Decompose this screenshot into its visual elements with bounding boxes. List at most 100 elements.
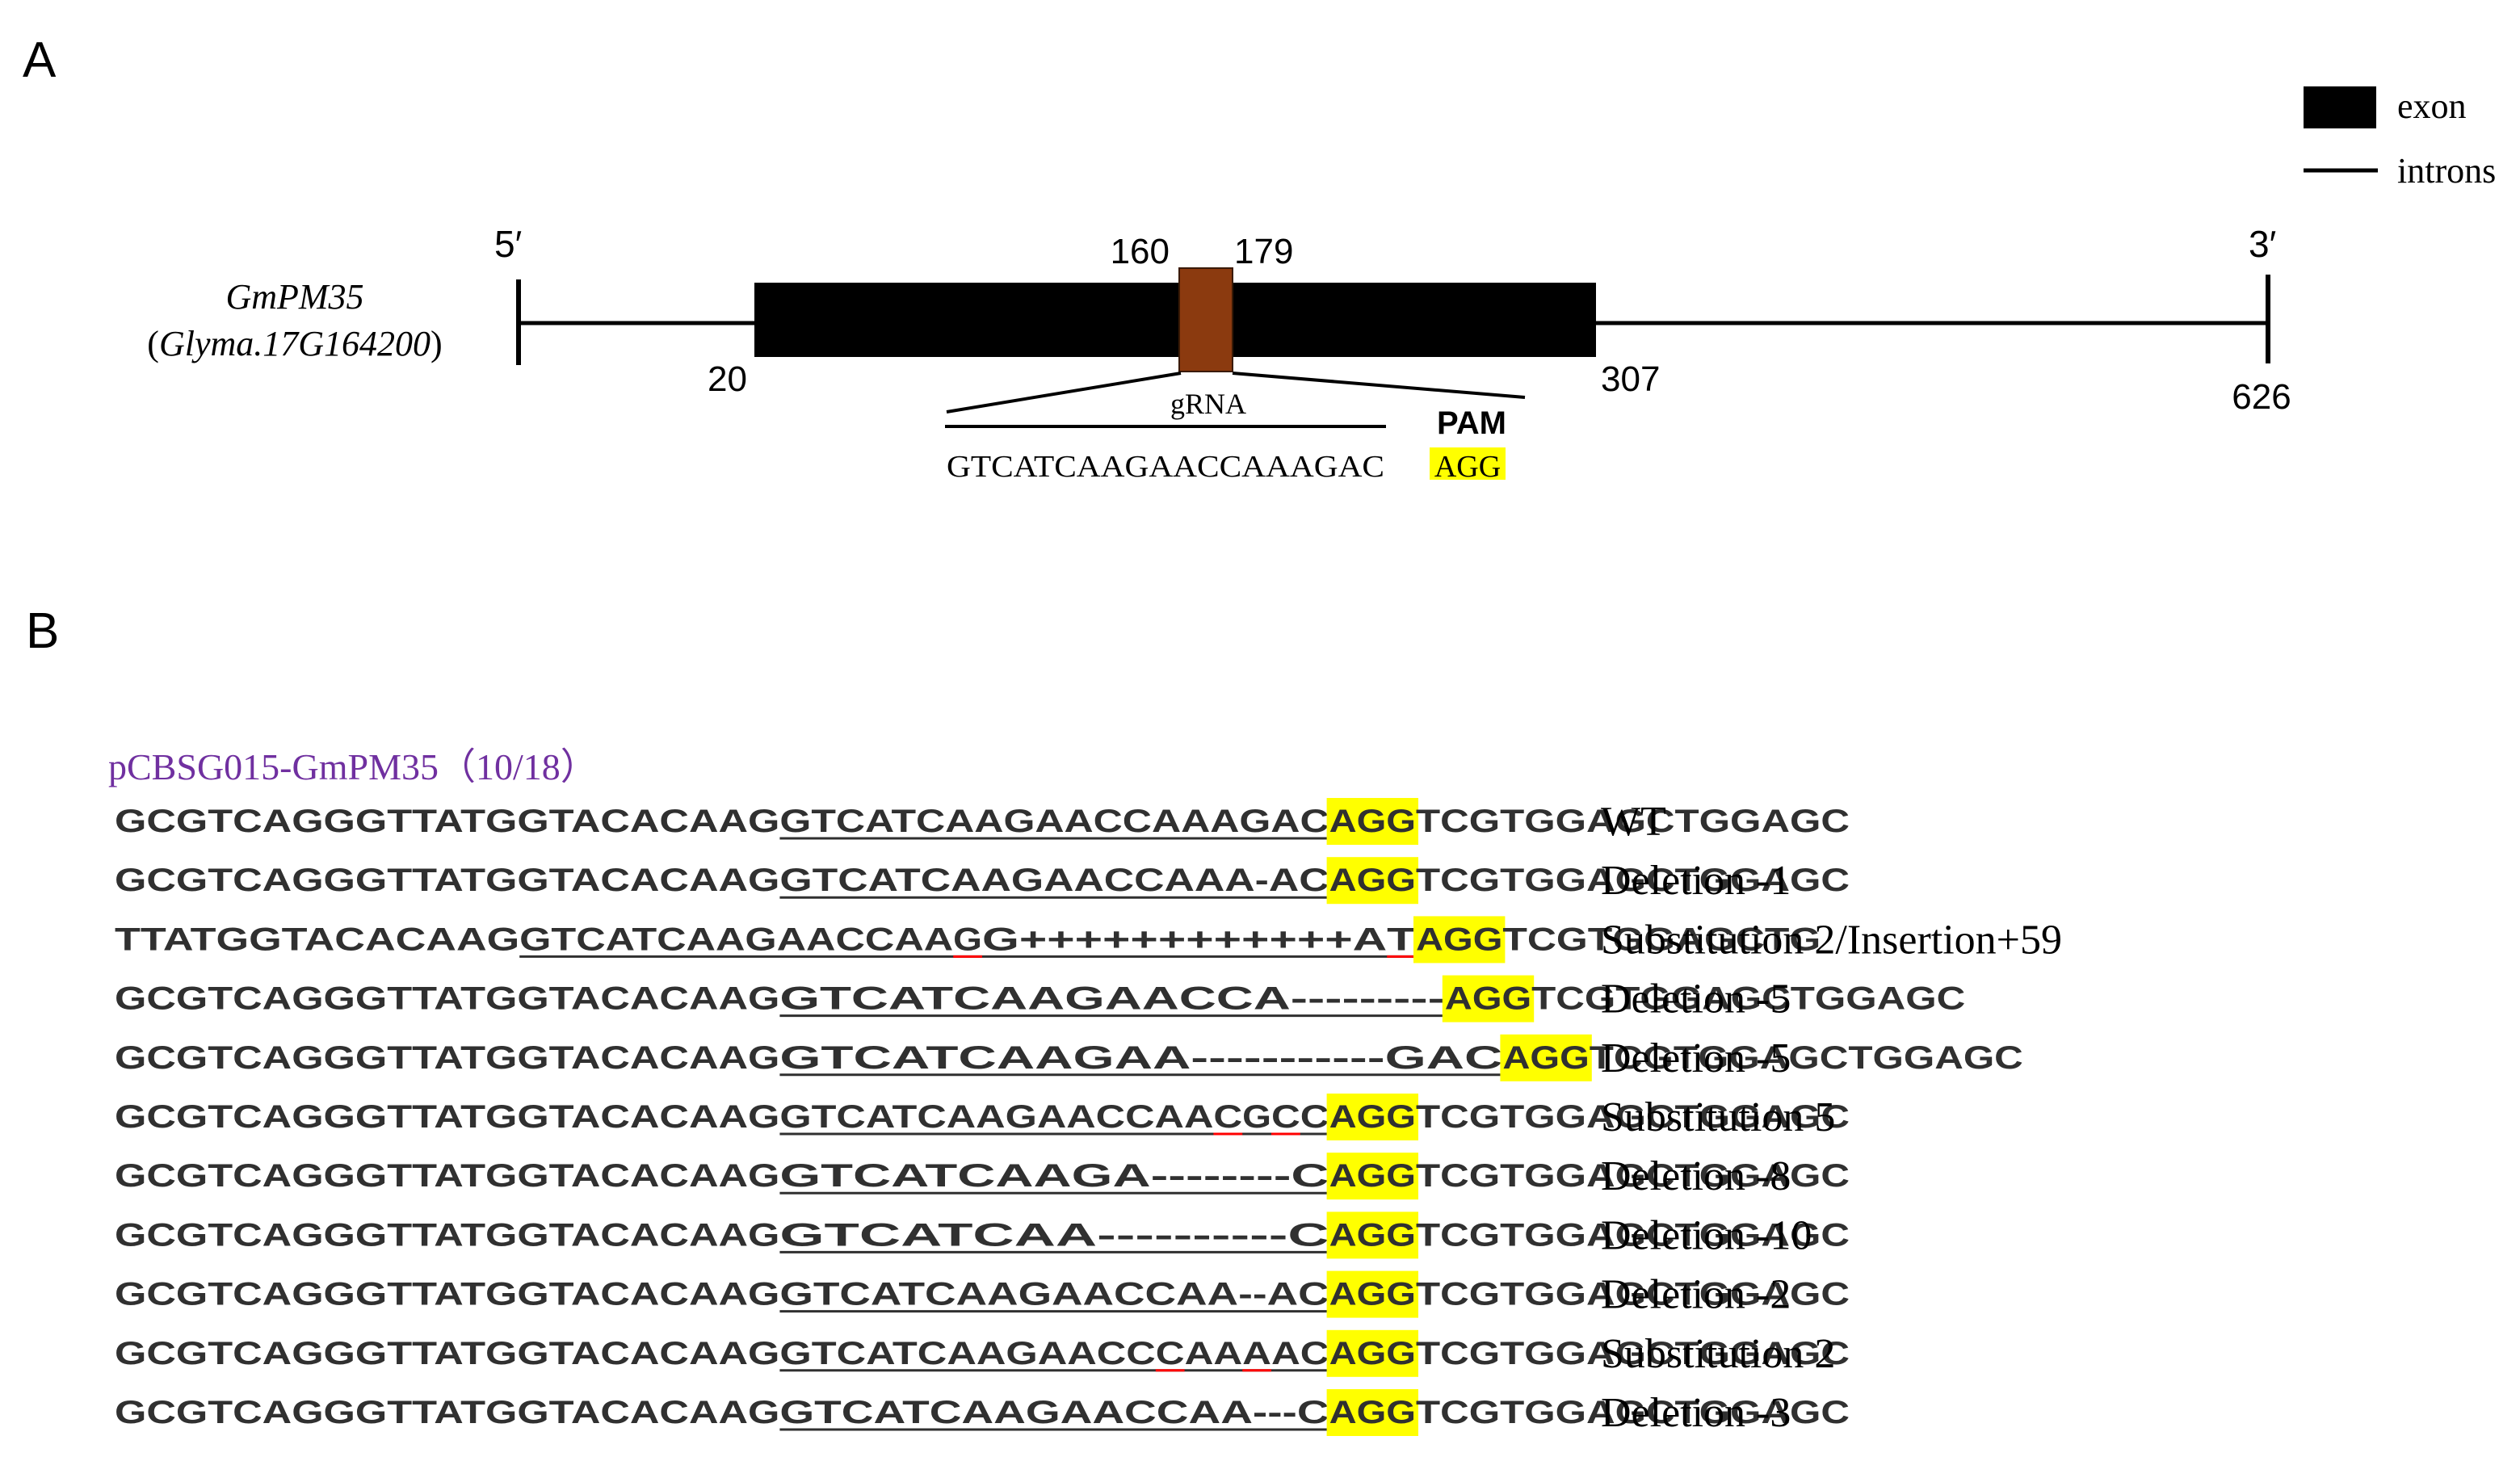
mutation-label: Deletion -1 (1601, 858, 1791, 904)
sequence-prefix: GCGTCAGGGTTATGGTACACAAG (115, 863, 779, 898)
alignment-row: GCGTCAGGGTTATGGTACACAAG GTCATCAAGAACCAA C G… (115, 1094, 1850, 1140)
mutation-label: Deletion -10 (1601, 1212, 1812, 1258)
mutation-label: Deletion -2 (1601, 1272, 1791, 1318)
pam-highlight-box (1326, 1329, 1418, 1377)
sequence-prefix: GCGTCAGGGTTATGGTACACAAG (115, 1277, 779, 1312)
sequence-prefix: GCGTCAGGGTTATGGTACACAAG (115, 981, 779, 1017)
panel-b-label: B (26, 603, 59, 659)
position-20: 20 (708, 359, 747, 399)
sequence-suffix: TCGTGGAGCTGGAGC (1416, 1217, 1850, 1253)
sequence-suffix: TCGTGGAGCTGGAGC (1416, 1158, 1850, 1194)
target-segment: GTCATCAAGAACC (779, 1336, 1155, 1371)
mutation-label: Substitution 5 (1601, 1094, 1835, 1140)
sequence-prefix: GCGTCAGGGTTATGGTACACAAG (115, 1395, 779, 1430)
grna-label: gRNA (1170, 388, 1246, 420)
mutated-base: G (953, 922, 982, 957)
pam-highlight-box (1500, 1034, 1592, 1081)
sequence-suffix: TCGTGGAGCTGGAGC (1416, 1336, 1850, 1371)
sequence-suffix: TCGTGGAGCTGGAGC (1416, 1395, 1850, 1430)
grna-sequence: GTCATCAAGAACCAAAGAC (947, 450, 1384, 484)
gene-id: Glyma.17G164200 (159, 324, 430, 363)
sequence-suffix: TCGTGGAGCTGGAGC (1416, 863, 1850, 898)
target-segment: GTCATCAAGAACCAAA-AC (779, 863, 1329, 898)
target-segment: GTCATCAAGAACCAA (779, 1099, 1213, 1135)
mutation-label: Deletion -3 (1601, 1390, 1791, 1436)
alignment-row: GCGTCAGGGTTATGGTACACAAG GTCATCAAGAACC C AA A… (115, 1329, 1850, 1377)
pam-highlight-box (1326, 1270, 1418, 1318)
mutation-label: Substitution 2/Insertion+59 (1601, 917, 2062, 963)
pam-bases: AGG (1329, 1099, 1416, 1135)
mutated-base: C (1271, 1099, 1300, 1135)
exon-block (754, 283, 1596, 357)
pam-bases: AGG (1329, 1217, 1416, 1253)
pam-bases: AGG (1329, 804, 1416, 839)
sequence-suffix: TCGTGGAGCTGGAGC (1590, 1040, 2023, 1076)
legend-exon-label: exon (2397, 86, 2467, 126)
pam-highlight-box (1326, 798, 1418, 845)
pam-highlight-box (1326, 1153, 1418, 1200)
sequence-suffix: TCGTGGAGCTGGAGC (1416, 804, 1850, 839)
pam-highlight-box (1326, 1389, 1418, 1436)
sequence-suffix: TCGTGGAGCTG (1502, 922, 1821, 957)
position-307: 307 (1601, 359, 1660, 399)
gene-id-close: ) (430, 324, 443, 363)
mutation-label: Deletion -8 (1601, 1153, 1791, 1199)
target-segment: G++++++++++++A (982, 922, 1387, 957)
target-segment: GTCATCAAGAA-----------GAC (779, 1040, 1502, 1076)
pam-bases: AGG (1329, 863, 1416, 898)
target-segment: GTCATCAAGAACCAA (519, 922, 953, 957)
mutation-label: Substitution 2 (1601, 1331, 1835, 1377)
pam-bases: AGG (1416, 922, 1502, 957)
sequence-prefix: GCGTCAGGGTTATGGTACACAAG (115, 804, 779, 839)
target-segment: GTCATCAAGA--------C (779, 1158, 1329, 1194)
mutation-label: Deletion -5 (1601, 976, 1791, 1022)
target-segment: GTCATCAAGAACCAA---C (779, 1395, 1329, 1430)
target-segment: GTCATCAAGAACCAA--AC (779, 1277, 1329, 1312)
pam-bases: AGG (1329, 1158, 1416, 1194)
mutated-base: C (1213, 1099, 1242, 1135)
grna-target-box (1178, 267, 1233, 372)
gene-id-line: (Glyma.17G164200) (147, 324, 442, 363)
alignment-row: GCGTCAGGGTTATGGTACACAAG GTCATCAA---------… (115, 1211, 1850, 1259)
mutated-base: T (1387, 922, 1416, 957)
alignment-row: GCGTCAGGGTTATGGTACACAAG GTCATCAAGAACCAA--… (115, 1389, 1850, 1436)
pam-bases: AGG (1329, 1336, 1416, 1371)
panel-a-label: A (23, 32, 57, 88)
pam-bases: AGG (1502, 1040, 1589, 1076)
target-segment: AC (1271, 1336, 1329, 1371)
sequence-prefix: TTATGGTACACAAG (115, 922, 519, 957)
zoom-line-right (1232, 372, 1526, 399)
sequence-suffix: TCGTGGAGCTGGAGC (1416, 1277, 1850, 1312)
alignment-row: GCGTCAGGGTTATGGTACACAAG GTCATCAAGAACCAA--… (115, 1270, 1850, 1318)
zoom-line-left (946, 372, 1182, 414)
alignment-row: GCGTCAGGGTTATGGTACACAAG GTCATCAAGAACCAAA-… (115, 857, 1850, 905)
pam-highlight-box (1326, 1211, 1418, 1259)
construct-label: pCBSG015-GmPM35（10/18） (108, 746, 598, 787)
pam-highlight-box (1413, 916, 1506, 964)
target-segment: AA (1185, 1336, 1243, 1371)
target-segment: G (1242, 1099, 1271, 1135)
alignment-row: GCGTCAGGGTTATGGTACACAAG GTCATCAAGAACCAAAG… (115, 798, 1850, 845)
five-prime-label: 5′ (494, 223, 522, 265)
pam-highlight (1430, 447, 1506, 480)
gene-id-open: ( (147, 324, 159, 363)
position-626: 626 (2232, 377, 2291, 417)
sequence-suffix: TCGTGGAGCTGGAGC (1416, 1099, 1850, 1135)
pam-highlight-box (1326, 1094, 1418, 1140)
mutated-base: C (1156, 1336, 1185, 1371)
target-segment: GTCATCAA----------C (779, 1217, 1329, 1253)
mutation-label: Deletion -5 (1601, 1035, 1791, 1081)
target-segment: C (1300, 1099, 1329, 1135)
sequence-suffix: TCGTGGAGCTGGAGC (1531, 981, 1965, 1017)
pam-bases: AGG (1445, 981, 1531, 1017)
pam-highlight-box (1326, 857, 1418, 905)
three-prime-label: 3′ (2249, 223, 2276, 265)
sequence-prefix: GCGTCAGGGTTATGGTACACAAG (115, 1158, 779, 1194)
mutation-label: WT (1601, 799, 1666, 845)
alignment-row: GCGTCAGGGTTATGGTACACAAG GTCATCAAGAACCA---… (115, 975, 1965, 1022)
pam-label: PAM (1437, 405, 1506, 441)
alignment-rows: GCGTCAGGGTTATGGTACACAAG GTCATCAAGAACCAAAG… (115, 798, 2062, 1436)
alignment-row: GCGTCAGGGTTATGGTACACAAG GTCATCAAGA-------… (115, 1153, 1850, 1200)
pam-bases: AGG (1329, 1395, 1416, 1430)
alignment-row: GCGTCAGGGTTATGGTACACAAG GTCATCAAGAA------… (115, 1034, 2023, 1081)
